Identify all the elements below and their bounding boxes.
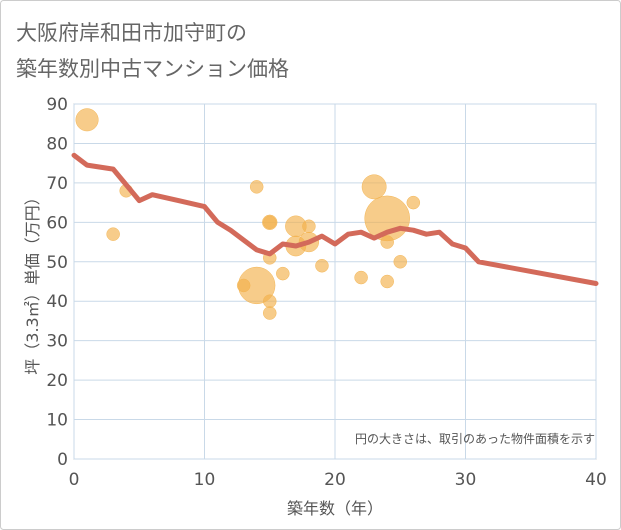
chart-note: 円の大きさは、取引のあった物件面積を示す [355,431,595,446]
x-tick-label: 0 [69,470,80,490]
x-tick-label: 30 [455,470,477,490]
trend-line [71,152,599,286]
chart-title-line-2: 築年数別中古マンション価格 [16,57,289,81]
bubble-point [393,255,407,269]
bubble-point [276,266,290,281]
y-tick-label: 70 [46,174,68,194]
bubble-point [406,195,421,210]
bubble-point [106,227,120,241]
bubble-point [263,294,277,308]
bubble-point [361,174,387,200]
bubble-point [263,306,277,320]
y-tick-labels: 0 10 20 30 40 50 60 70 80 90 [46,95,68,470]
trend-series [71,152,599,286]
y-axis-label: 坪（3.3㎡）単価（万円） [23,189,42,374]
y-tick-label: 80 [46,134,68,154]
y-tick-label: 60 [46,213,68,233]
chart-title-line-1: 大阪府岸和田市加守町の [16,21,247,45]
y-tick-label: 10 [46,411,68,431]
x-tick-label: 40 [585,470,607,490]
bubble-point [302,219,316,234]
bubble-point [263,215,277,230]
bubble-point [380,235,394,249]
y-tick-label: 50 [46,253,68,273]
bubble-point [249,180,264,194]
x-axis-label: 築年数（年） [287,499,383,518]
bubble-point [354,270,368,285]
y-tick-label: 40 [46,292,68,312]
bubble-point [238,266,276,305]
y-tick-label: 20 [46,371,68,391]
y-tick-label: 30 [46,332,68,352]
x-tick-label: 10 [194,470,216,490]
bubble-point [380,274,394,289]
x-tick-labels: 0 10 20 30 40 [69,470,607,490]
x-tick-label: 20 [324,470,346,490]
bubble-point [315,258,329,273]
bubble-point [75,108,99,132]
y-tick-label: 0 [57,450,68,470]
y-tick-label: 90 [46,95,68,115]
